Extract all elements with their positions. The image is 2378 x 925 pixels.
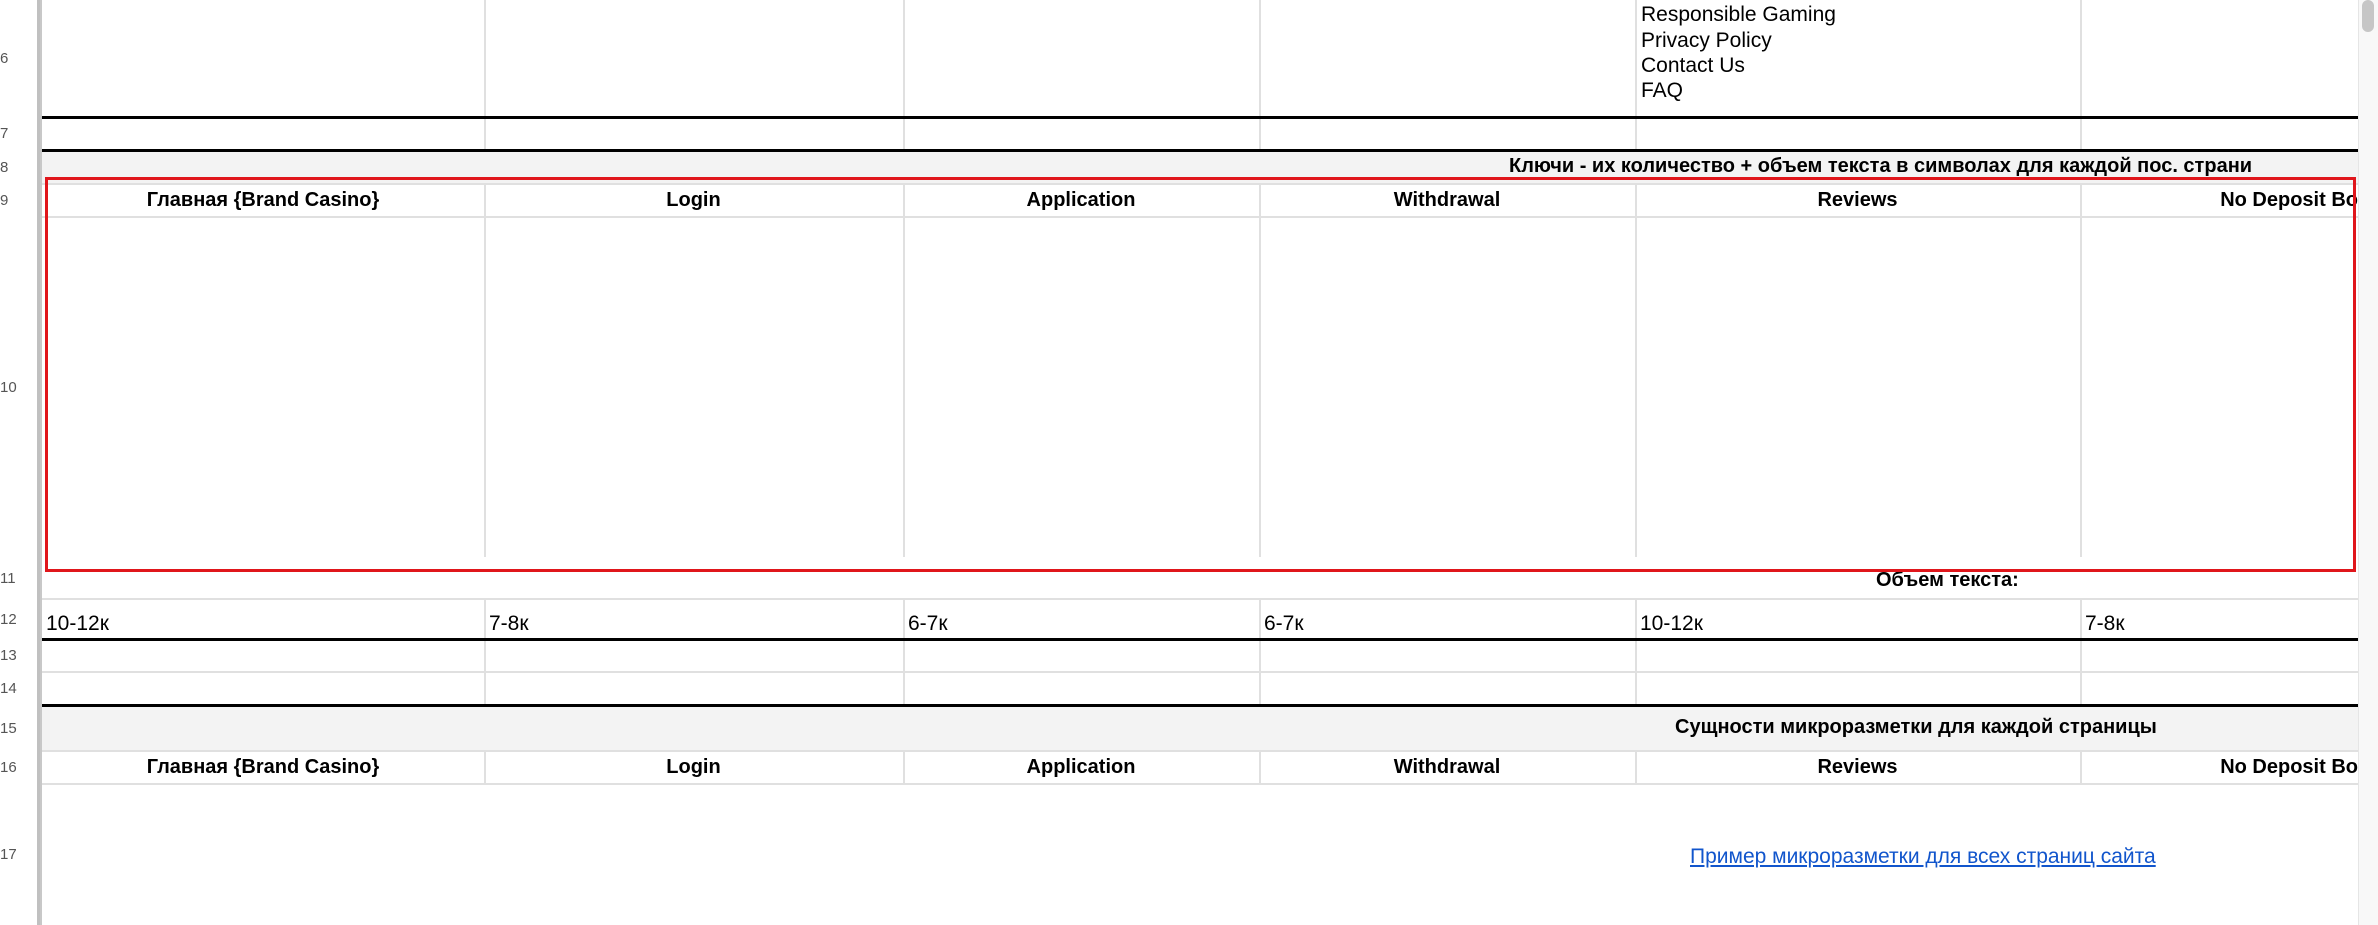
cell-footer-link-privacy-policy[interactable]: Privacy Policy bbox=[1641, 29, 1772, 52]
cell-footer-link-contact-us[interactable]: Contact Us bbox=[1641, 54, 1745, 77]
header-login-2[interactable]: Login bbox=[666, 756, 721, 778]
header-no-deposit-2[interactable]: No Deposit Bo bbox=[2220, 756, 2358, 778]
cell-footer-link-responsible-gaming[interactable]: Responsible Gaming bbox=[1641, 3, 1836, 26]
cell-footer-link-faq[interactable]: FAQ bbox=[1641, 79, 1684, 102]
row-number-17[interactable]: 17 bbox=[0, 784, 40, 925]
row-number-12[interactable]: 12 bbox=[0, 599, 40, 639]
header-reviews-2[interactable]: Reviews bbox=[1817, 756, 1898, 778]
text-volume-label[interactable]: Объем текста: bbox=[1876, 569, 2019, 591]
row-number-8[interactable]: 8 bbox=[0, 150, 40, 184]
section-keys-title: Ключи - их количество + объем текста в с… bbox=[1509, 155, 2253, 177]
row-number-13[interactable]: 13 bbox=[0, 639, 40, 672]
header-withdrawal[interactable]: Withdrawal bbox=[1393, 189, 1501, 211]
header-withdrawal-2[interactable]: Withdrawal bbox=[1393, 756, 1501, 778]
row-number-10[interactable]: 10 bbox=[0, 217, 40, 557]
row-number-6[interactable]: 6 bbox=[0, 0, 40, 117]
header-login[interactable]: Login bbox=[666, 189, 721, 211]
text-volume-reviews[interactable]: 10-12к bbox=[1640, 612, 1703, 635]
text-volume-login[interactable]: 7-8к bbox=[489, 612, 529, 635]
scrollbar-thumb[interactable] bbox=[2362, 0, 2374, 32]
selection-rectangle bbox=[45, 177, 2356, 572]
text-volume-main[interactable]: 10-12к bbox=[46, 612, 109, 635]
section-markup-title[interactable]: Сущности микроразметки для каждой страни… bbox=[1675, 716, 2157, 738]
row-number-11[interactable]: 11 bbox=[0, 557, 40, 599]
header-main[interactable]: Главная {Brand Casino} bbox=[146, 189, 380, 211]
row-8-merged-cell[interactable]: Ключи - их количество + объем текста в с… bbox=[42, 150, 2358, 184]
row-number-7[interactable]: 7 bbox=[0, 117, 40, 150]
header-application[interactable]: Application bbox=[1026, 189, 1136, 211]
header-main-2[interactable]: Главная {Brand Casino} bbox=[146, 756, 380, 778]
header-application-2[interactable]: Application bbox=[1026, 756, 1136, 778]
markup-example-link[interactable]: Пример микроразметки для всех страниц са… bbox=[1690, 845, 2156, 868]
row-number-14[interactable]: 14 bbox=[0, 672, 40, 705]
row-number-9[interactable]: 9 bbox=[0, 184, 40, 217]
header-reviews[interactable]: Reviews bbox=[1817, 189, 1898, 211]
vertical-scrollbar[interactable] bbox=[2358, 0, 2378, 925]
row-number-16[interactable]: 16 bbox=[0, 751, 40, 784]
row-number-15[interactable]: 15 bbox=[0, 705, 40, 751]
text-volume-withdrawal[interactable]: 6-7к bbox=[1264, 612, 1304, 635]
text-volume-application[interactable]: 6-7к bbox=[908, 612, 948, 635]
text-volume-no-deposit[interactable]: 7-8к bbox=[2085, 612, 2125, 635]
row-15-bg bbox=[42, 705, 2358, 751]
row-header-column bbox=[0, 0, 42, 925]
header-no-deposit[interactable]: No Deposit Bo bbox=[2220, 189, 2358, 211]
